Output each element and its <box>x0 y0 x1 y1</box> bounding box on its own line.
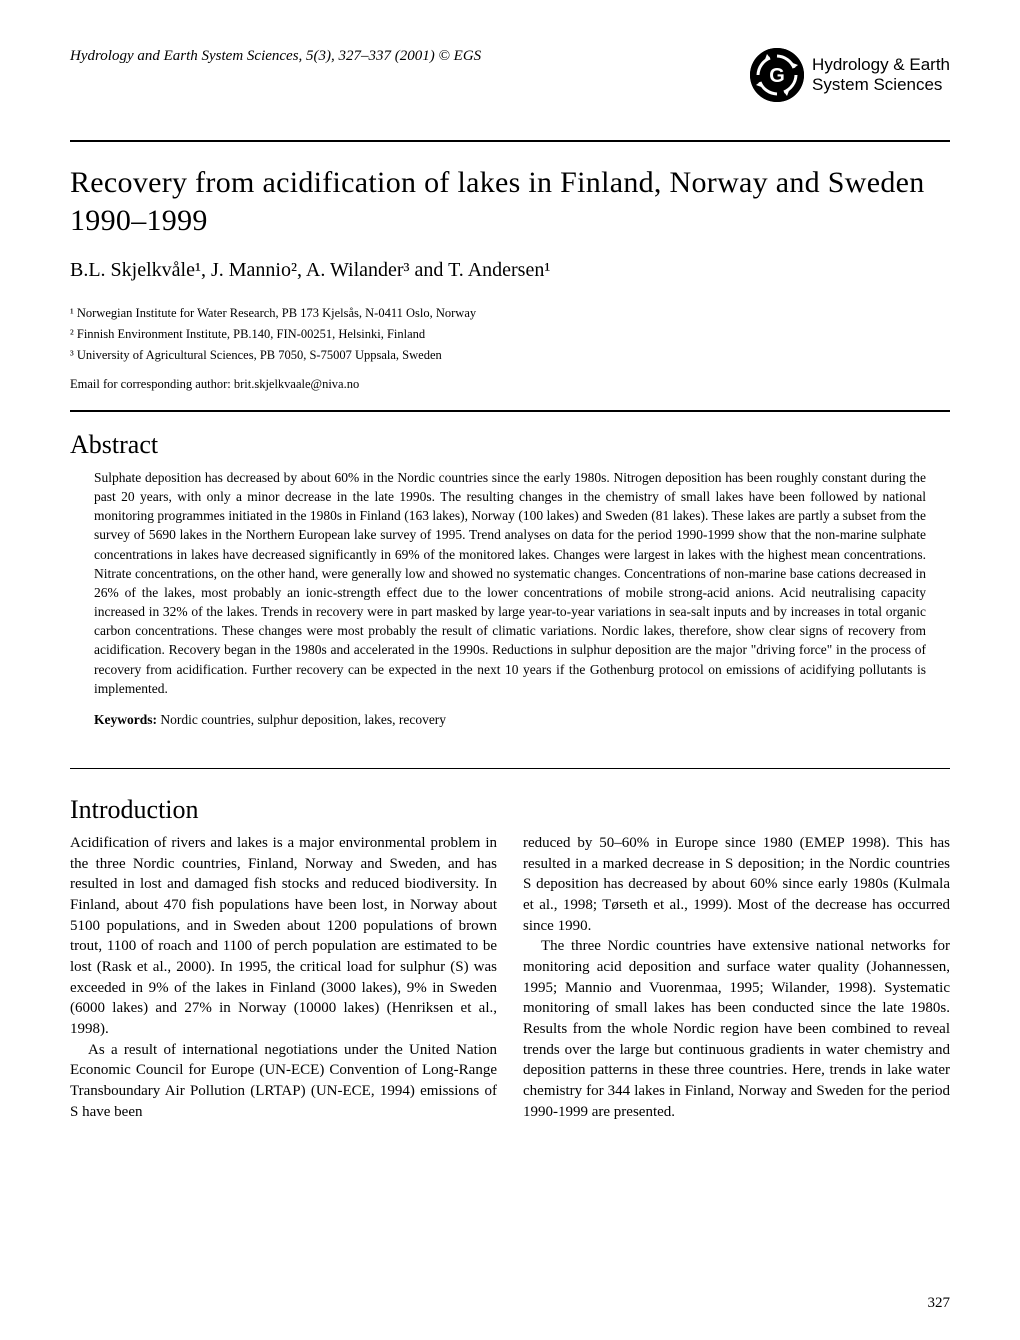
journal-logo: G Hydrology & Earth System Sciences <box>750 48 950 102</box>
affiliation-3: ³ University of Agricultural Sciences, P… <box>70 348 950 363</box>
logo-badge: G <box>750 48 804 102</box>
article-title: Recovery from acidification of lakes in … <box>70 164 950 239</box>
logo-arrows-icon: G <box>750 48 804 102</box>
affiliation-2: ² Finnish Environment Institute, PB.140,… <box>70 327 950 342</box>
affiliation-1: ¹ Norwegian Institute for Water Research… <box>70 306 950 321</box>
logo-text-line2: System Sciences <box>812 75 950 95</box>
page-number: 327 <box>928 1295 951 1312</box>
intro-left-p2: As a result of international negotiation… <box>70 1040 497 1123</box>
intro-left-p1: Acidification of rivers and lakes is a m… <box>70 833 497 1040</box>
top-rule <box>70 140 950 142</box>
right-column: reduced by 50–60% in Europe since 1980 (… <box>523 833 950 1123</box>
abstract-heading: Abstract <box>70 430 950 460</box>
intro-heading: Introduction <box>70 795 950 825</box>
abstract-bottom-rule <box>70 768 950 769</box>
body-columns: Acidification of rivers and lakes is a m… <box>70 833 950 1123</box>
intro-right-p2: The three Nordic countries have extensiv… <box>523 936 950 1122</box>
keywords-label: Keywords: <box>94 712 157 727</box>
intro-right-p1: reduced by 50–60% in Europe since 1980 (… <box>523 833 950 936</box>
journal-ref: Hydrology and Earth System Sciences, 5(3… <box>70 48 481 65</box>
abstract-body: Sulphate deposition has decreased by abo… <box>70 468 950 698</box>
logo-text: Hydrology & Earth System Sciences <box>812 55 950 94</box>
logo-letter: G <box>769 65 785 87</box>
left-column: Acidification of rivers and lakes is a m… <box>70 833 497 1123</box>
keywords-line: Keywords: Nordic countries, sulphur depo… <box>70 712 950 728</box>
corresponding-email: Email for corresponding author: brit.skj… <box>70 377 950 392</box>
authors: B.L. Skjelkvåle¹, J. Mannio², A. Wilande… <box>70 259 950 282</box>
logo-text-line1: Hydrology & Earth <box>812 55 950 75</box>
keywords-text: Nordic countries, sulphur deposition, la… <box>157 712 446 727</box>
abstract-top-rule <box>70 410 950 412</box>
